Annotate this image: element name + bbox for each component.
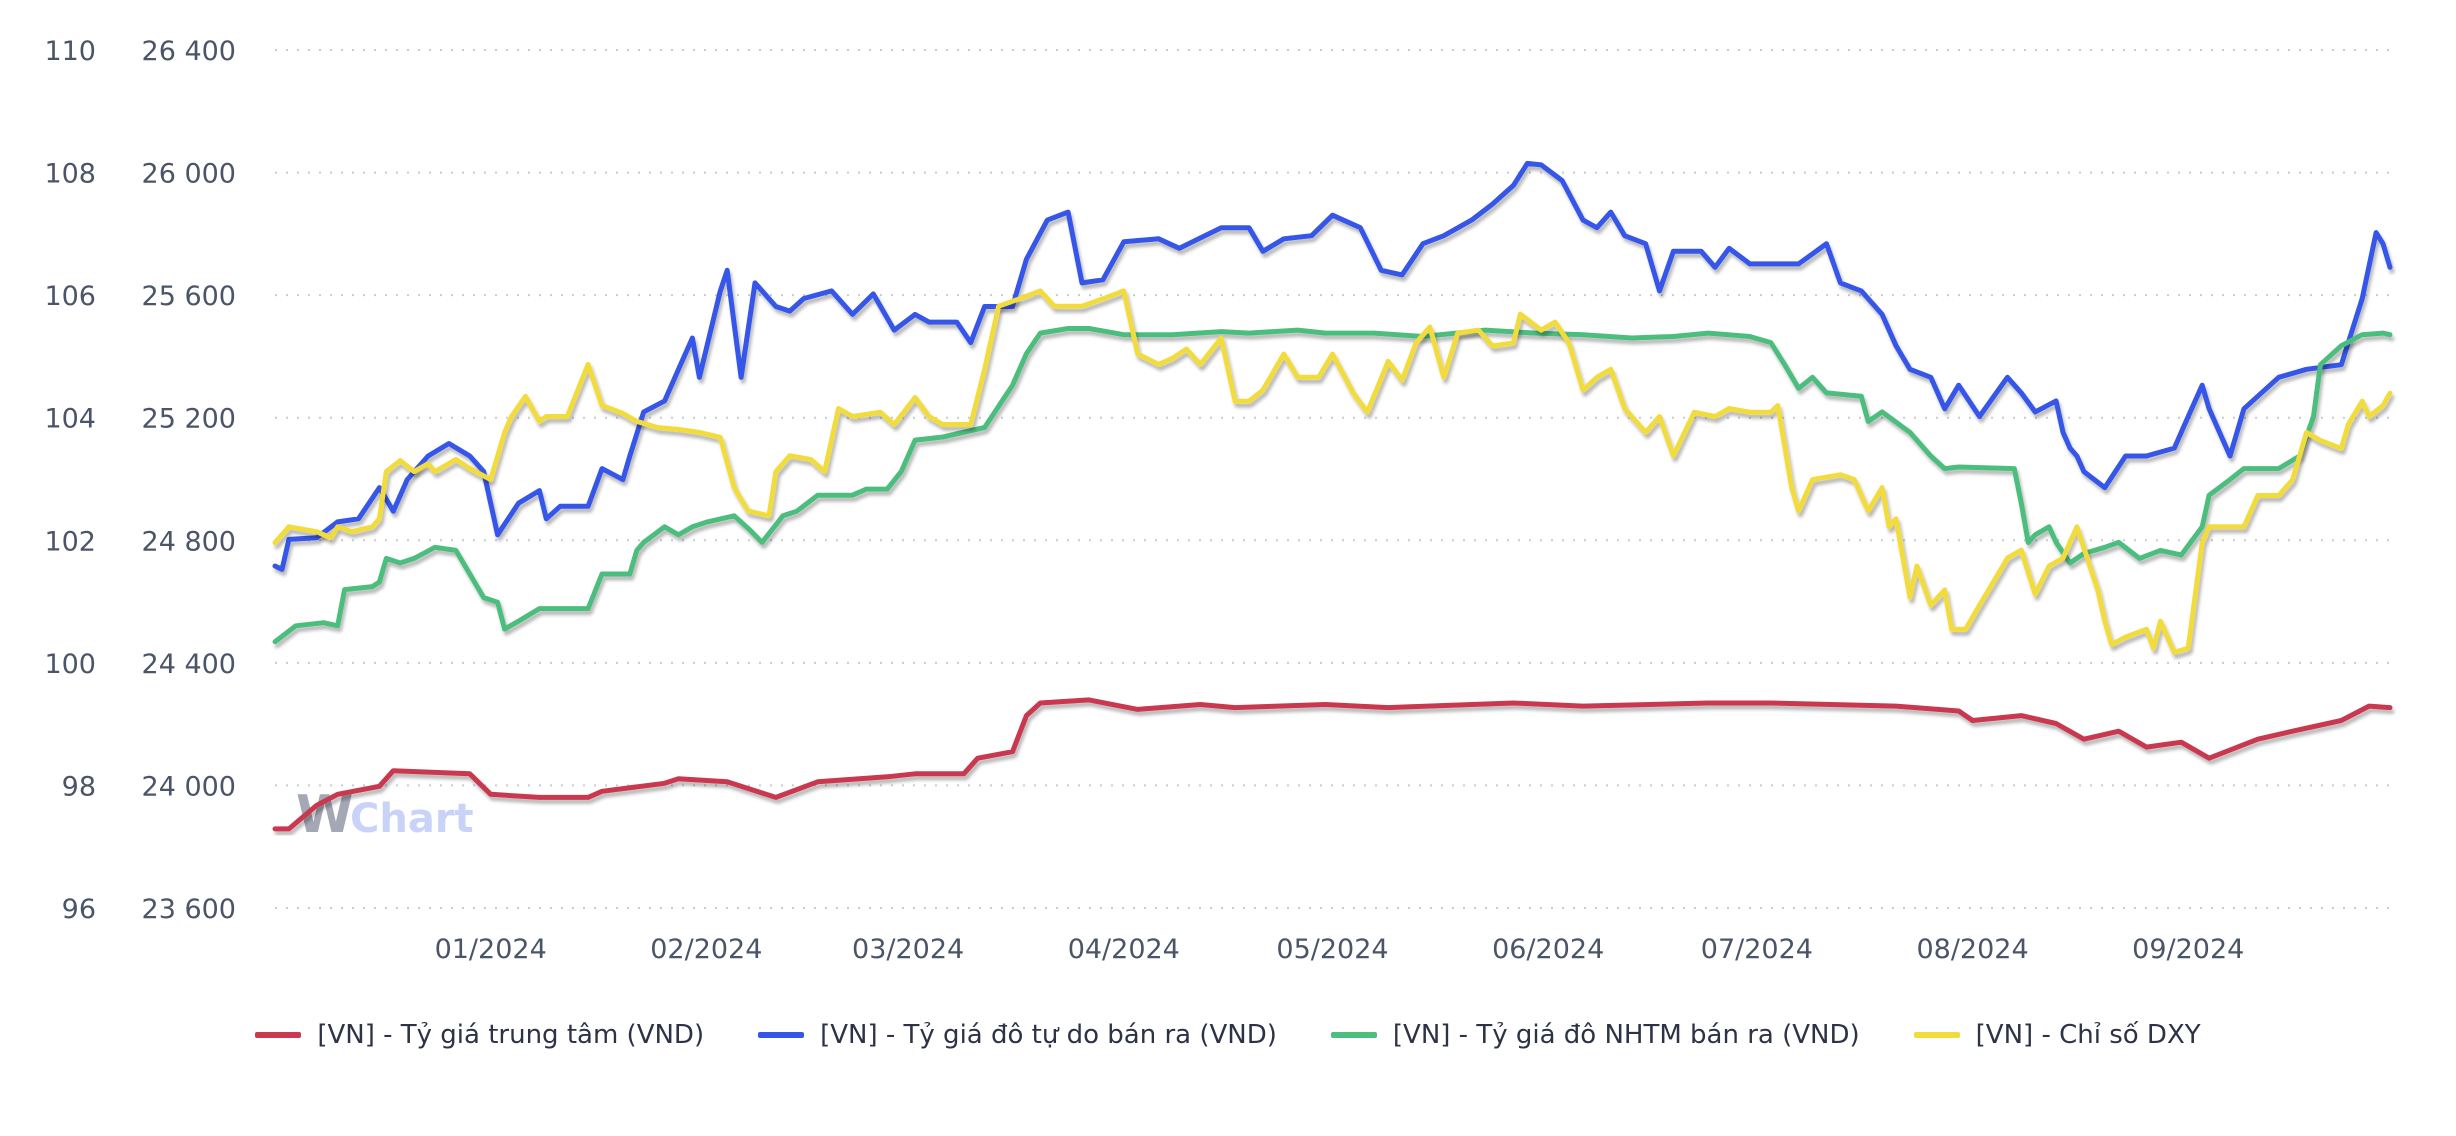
y-axis-left: 110 108 106 104 102 100 98 96: [44, 36, 96, 925]
y-left-tick-label: 104: [44, 404, 96, 435]
legend-swatch: [1330, 1032, 1377, 1038]
y-left-tick-label: 102: [44, 526, 96, 557]
y-left-tick-label: 98: [62, 771, 96, 802]
y-right-tick-label: 25 600: [142, 281, 236, 312]
legend-item[interactable]: [VN] - Tỷ giá đô tự do bán ra (VND): [758, 1020, 1277, 1050]
legend-swatch: [758, 1032, 805, 1038]
series-lines: [272, 160, 2393, 832]
legend-item[interactable]: [VN] - Chỉ số DXY: [1913, 1020, 2201, 1050]
series-line-2[interactable]: [272, 160, 2393, 572]
x-tick-label: 02/2024: [650, 934, 762, 965]
x-axis: 01/2024 02/2024 03/2024 04/2024 05/2024 06/20…: [435, 934, 2245, 965]
y-right-tick-label: 24 800: [142, 526, 236, 557]
x-tick-label: 05/2024: [1276, 934, 1388, 965]
y-left-tick-label: 108: [44, 159, 96, 190]
legend-item[interactable]: [VN] - Tỷ giá đô NHTM bán ra (VND): [1330, 1020, 1860, 1050]
series-line-4[interactable]: [272, 288, 2393, 655]
legend-item[interactable]: [VN] - Tỷ giá trung tâm (VND): [255, 1020, 704, 1050]
y-right-tick-label: 25 200: [142, 404, 236, 435]
y-right-tick-label: 26 400: [142, 36, 236, 67]
legend-swatch: [255, 1032, 302, 1038]
y-right-tick-label: 23 600: [142, 894, 236, 925]
y-left-tick-label: 96: [62, 894, 96, 925]
series-line-1[interactable]: [272, 697, 2393, 832]
watermark-logo: W Chart: [296, 785, 474, 845]
x-tick-label: 01/2024: [435, 934, 547, 965]
legend-swatch: [1913, 1032, 1960, 1038]
legend-label: [VN] - Tỷ giá trung tâm (VND): [317, 1020, 705, 1050]
legend-label: [VN] - Chỉ số DXY: [1975, 1020, 2201, 1050]
watermark-chart: Chart: [350, 796, 474, 842]
y-left-tick-label: 100: [44, 649, 96, 680]
x-tick-label: 06/2024: [1492, 934, 1604, 965]
x-tick-label: 08/2024: [1916, 934, 2028, 965]
y-left-tick-label: 110: [44, 36, 96, 67]
y-right-tick-label: 26 000: [142, 159, 236, 190]
x-tick-label: 04/2024: [1068, 934, 1180, 965]
legend-label: [VN] - Tỷ giá đô NHTM bán ra (VND): [1392, 1020, 1860, 1050]
legend-label: [VN] - Tỷ giá đô tự do bán ra (VND): [820, 1020, 1277, 1050]
x-tick-label: 03/2024: [852, 934, 964, 965]
x-tick-label: 07/2024: [1701, 934, 1813, 965]
y-left-tick-label: 106: [44, 281, 96, 312]
gridlines: [275, 49, 2390, 909]
y-right-tick-label: 24 400: [142, 649, 236, 680]
x-tick-label: 09/2024: [2132, 934, 2244, 965]
y-right-tick-label: 24 000: [142, 771, 236, 802]
legend: [VN] - Tỷ giá trung tâm (VND) [VN] - Tỷ g…: [0, 1020, 2456, 1050]
y-axis-right: 26 400 26 000 25 600 25 200 24 800 24 400 24 0…: [142, 36, 236, 925]
series-line-3[interactable]: [272, 326, 2393, 645]
